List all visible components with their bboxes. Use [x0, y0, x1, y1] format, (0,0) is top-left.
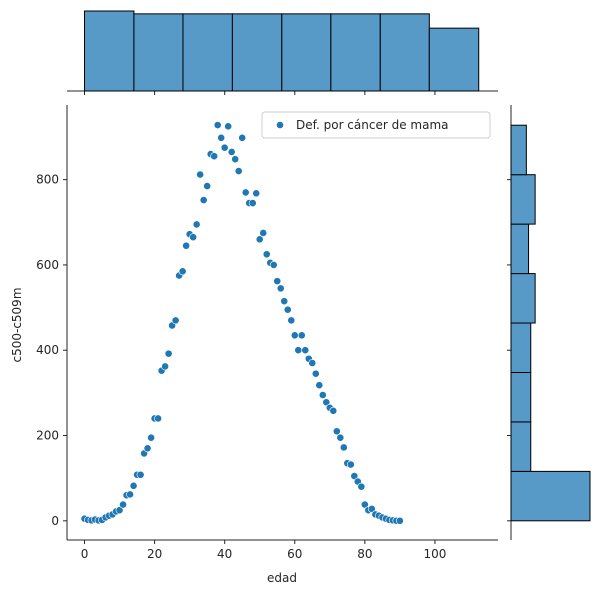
scatter-point	[311, 369, 320, 378]
scatter-point	[294, 346, 303, 355]
scatter-point	[143, 444, 152, 453]
scatter-point	[213, 121, 222, 129]
histogram-x-bar	[133, 13, 184, 92]
scatter-point	[329, 406, 338, 415]
legend: Def. por cáncer de mama	[261, 111, 491, 139]
y-tick-label: 800	[36, 173, 59, 187]
histogram-y-bar	[510, 223, 530, 275]
scatter-point	[322, 398, 331, 407]
scatter-point	[210, 152, 219, 161]
histogram-y-bar	[510, 470, 591, 522]
histogram-x-bar	[182, 13, 233, 92]
scatter-point	[161, 362, 170, 371]
scatter-point	[182, 241, 191, 250]
scatter-point	[280, 297, 289, 306]
histogram-y-bar	[510, 124, 527, 176]
scatter-point	[248, 199, 257, 207]
scatter-point	[234, 167, 243, 176]
y-tick-label: 600	[36, 258, 59, 272]
histogram-x-bar	[428, 27, 480, 92]
legend-box	[261, 111, 491, 139]
scatter-point	[367, 504, 376, 513]
histogram-x-bar	[231, 13, 283, 92]
scatter-point	[178, 267, 187, 276]
scatter-point	[339, 443, 348, 452]
scatter-point	[350, 472, 359, 480]
histogram-x-bar	[281, 13, 332, 92]
y-axis-title: c500-c509m	[10, 287, 24, 362]
scatter-point	[290, 331, 299, 340]
scatter-point	[357, 482, 366, 491]
scatter-point	[238, 133, 247, 142]
scatter-point	[227, 148, 236, 156]
scatter-point	[276, 284, 285, 293]
scatter-point	[119, 500, 127, 509]
scatter-point	[203, 182, 212, 190]
scatter-point	[129, 481, 138, 490]
scatter-point	[332, 427, 341, 436]
scatter-point	[301, 346, 310, 355]
marginal-histogram-y	[507, 105, 591, 540]
scatter-point	[346, 460, 355, 469]
scatter-point	[259, 229, 268, 237]
scatter-point	[217, 133, 226, 142]
histogram-x-bar	[330, 13, 381, 92]
x-axis-title: edad	[267, 571, 297, 585]
histogram-y-bar	[510, 273, 536, 324]
scatter-point	[360, 500, 369, 509]
scatter-point	[154, 414, 163, 423]
scatter-point	[308, 359, 317, 367]
histogram-y-bar	[510, 371, 532, 423]
scatter-point	[115, 506, 124, 515]
scatter-point	[395, 516, 404, 525]
scatter-point	[220, 143, 229, 152]
scatter-point	[262, 250, 271, 259]
histogram-x-bar	[84, 10, 135, 92]
scatter-point	[164, 349, 173, 358]
scatter-point	[318, 391, 327, 399]
scatter-point	[273, 277, 282, 286]
marginal-histogram-x	[67, 10, 498, 95]
y-tick-label: 200	[36, 429, 59, 443]
scatter-point	[171, 316, 180, 325]
scatter-point	[126, 490, 134, 499]
x-tick-label: 60	[287, 547, 302, 561]
scatter-point	[224, 122, 233, 131]
histogram-x-bar	[379, 13, 430, 92]
legend-label: Def. por cáncer de mama	[296, 118, 449, 132]
scatter-point	[196, 170, 205, 179]
scatter-point	[297, 331, 306, 340]
y-tick-label: 400	[36, 343, 59, 357]
scatter-plot-area: 0 20 40 60 80 100 0 200 400 600 800	[36, 105, 498, 561]
scatter-point	[269, 261, 278, 269]
scatter-point	[231, 155, 240, 164]
scatter-point	[336, 433, 345, 442]
x-tick-label: 20	[147, 547, 162, 561]
x-tick-label: 0	[81, 547, 89, 561]
scatter-point	[255, 235, 264, 244]
scatter-point	[147, 433, 155, 442]
histogram-y-bar	[510, 174, 536, 225]
histogram-y-bar	[510, 322, 532, 373]
scatter-point	[283, 305, 292, 314]
scatter-point	[136, 470, 145, 479]
scatter-point	[189, 233, 198, 242]
x-tick-label: 100	[423, 547, 446, 561]
scatter-point	[315, 381, 324, 390]
x-tick-label: 40	[217, 547, 232, 561]
scatter-point	[192, 220, 201, 229]
legend-marker	[276, 121, 284, 129]
y-tick-label: 0	[51, 514, 59, 528]
x-tick-label: 80	[357, 547, 372, 561]
scatter-point	[252, 189, 261, 198]
histogram-y-bar	[510, 421, 532, 472]
scatter-point	[199, 196, 208, 205]
scatter-point	[287, 316, 296, 325]
scatter-point	[241, 188, 250, 197]
